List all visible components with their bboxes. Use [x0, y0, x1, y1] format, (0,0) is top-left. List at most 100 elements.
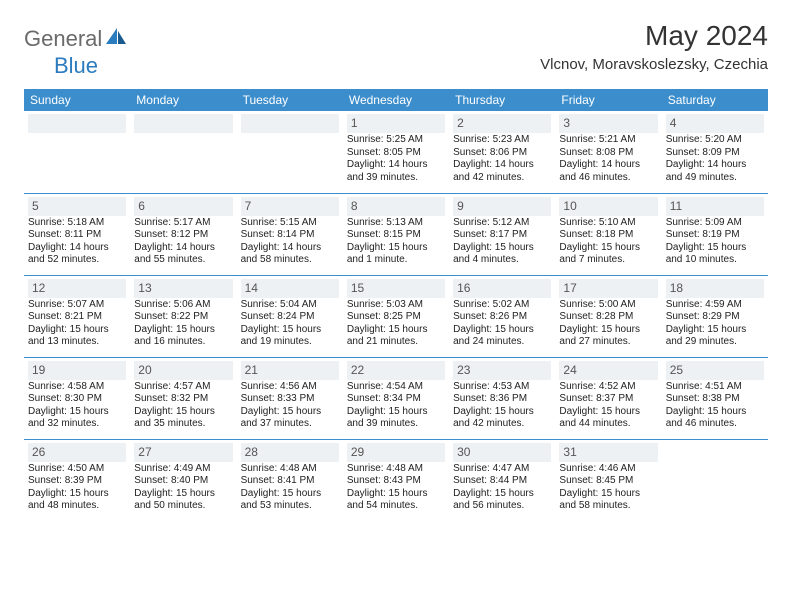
- calendar-cell: 28Sunrise: 4:48 AMSunset: 8:41 PMDayligh…: [237, 439, 343, 521]
- day-number: 11: [666, 197, 764, 216]
- calendar-cell: 24Sunrise: 4:52 AMSunset: 8:37 PMDayligh…: [555, 357, 661, 439]
- day-details: Sunrise: 4:50 AMSunset: 8:39 PMDaylight:…: [28, 462, 126, 513]
- calendar-cell: 19Sunrise: 4:58 AMSunset: 8:30 PMDayligh…: [24, 357, 130, 439]
- day-details: Sunrise: 5:13 AMSunset: 8:15 PMDaylight:…: [347, 216, 445, 267]
- day-header: Saturday: [662, 89, 768, 111]
- day-details: Sunrise: 5:18 AMSunset: 8:11 PMDaylight:…: [28, 216, 126, 267]
- day-details: Sunrise: 4:48 AMSunset: 8:43 PMDaylight:…: [347, 462, 445, 513]
- day-header: Friday: [555, 89, 661, 111]
- day-details: Sunrise: 5:03 AMSunset: 8:25 PMDaylight:…: [347, 298, 445, 349]
- calendar-cell: 20Sunrise: 4:57 AMSunset: 8:32 PMDayligh…: [130, 357, 236, 439]
- day-number: 18: [666, 279, 764, 298]
- logo-sail-icon: [106, 28, 128, 51]
- logo-text-general: General: [24, 26, 102, 52]
- calendar-week-row: 1Sunrise: 5:25 AMSunset: 8:05 PMDaylight…: [24, 111, 768, 193]
- day-number: 5: [28, 197, 126, 216]
- day-number: 13: [134, 279, 232, 298]
- calendar-week-row: 19Sunrise: 4:58 AMSunset: 8:30 PMDayligh…: [24, 357, 768, 439]
- day-details: Sunrise: 4:47 AMSunset: 8:44 PMDaylight:…: [453, 462, 551, 513]
- day-details: Sunrise: 4:51 AMSunset: 8:38 PMDaylight:…: [666, 380, 764, 431]
- day-details: Sunrise: 4:46 AMSunset: 8:45 PMDaylight:…: [559, 462, 657, 513]
- day-header: Tuesday: [237, 89, 343, 111]
- day-number: 15: [347, 279, 445, 298]
- day-number: 2: [453, 114, 551, 133]
- calendar-cell: 26Sunrise: 4:50 AMSunset: 8:39 PMDayligh…: [24, 439, 130, 521]
- day-details: Sunrise: 5:25 AMSunset: 8:05 PMDaylight:…: [347, 133, 445, 184]
- calendar-cell: 14Sunrise: 5:04 AMSunset: 8:24 PMDayligh…: [237, 275, 343, 357]
- day-details: Sunrise: 5:09 AMSunset: 8:19 PMDaylight:…: [666, 216, 764, 267]
- day-header-row: Sunday Monday Tuesday Wednesday Thursday…: [24, 89, 768, 111]
- day-number: 29: [347, 443, 445, 462]
- calendar-cell: 27Sunrise: 4:49 AMSunset: 8:40 PMDayligh…: [130, 439, 236, 521]
- calendar-week-row: 12Sunrise: 5:07 AMSunset: 8:21 PMDayligh…: [24, 275, 768, 357]
- day-number: 26: [28, 443, 126, 462]
- day-number: 3: [559, 114, 657, 133]
- day-number-empty: [134, 114, 232, 133]
- day-details: Sunrise: 4:58 AMSunset: 8:30 PMDaylight:…: [28, 380, 126, 431]
- day-number: 30: [453, 443, 551, 462]
- day-details: Sunrise: 5:15 AMSunset: 8:14 PMDaylight:…: [241, 216, 339, 267]
- day-header: Monday: [130, 89, 236, 111]
- day-details: Sunrise: 5:10 AMSunset: 8:18 PMDaylight:…: [559, 216, 657, 267]
- calendar-cell: 31Sunrise: 4:46 AMSunset: 8:45 PMDayligh…: [555, 439, 661, 521]
- day-number: 28: [241, 443, 339, 462]
- calendar-cell: 10Sunrise: 5:10 AMSunset: 8:18 PMDayligh…: [555, 193, 661, 275]
- calendar-cell: 8Sunrise: 5:13 AMSunset: 8:15 PMDaylight…: [343, 193, 449, 275]
- day-details: Sunrise: 5:06 AMSunset: 8:22 PMDaylight:…: [134, 298, 232, 349]
- calendar-cell: 9Sunrise: 5:12 AMSunset: 8:17 PMDaylight…: [449, 193, 555, 275]
- calendar-cell: 23Sunrise: 4:53 AMSunset: 8:36 PMDayligh…: [449, 357, 555, 439]
- day-header: Wednesday: [343, 89, 449, 111]
- calendar-cell: 15Sunrise: 5:03 AMSunset: 8:25 PMDayligh…: [343, 275, 449, 357]
- calendar-cell: 1Sunrise: 5:25 AMSunset: 8:05 PMDaylight…: [343, 111, 449, 193]
- day-details: Sunrise: 5:20 AMSunset: 8:09 PMDaylight:…: [666, 133, 764, 184]
- day-number: 12: [28, 279, 126, 298]
- month-title: May 2024: [540, 20, 768, 52]
- day-number: 16: [453, 279, 551, 298]
- day-details: Sunrise: 4:59 AMSunset: 8:29 PMDaylight:…: [666, 298, 764, 349]
- calendar-cell: [130, 111, 236, 193]
- calendar-cell: [662, 439, 768, 521]
- day-number: 21: [241, 361, 339, 380]
- calendar-cell: 12Sunrise: 5:07 AMSunset: 8:21 PMDayligh…: [24, 275, 130, 357]
- calendar-cell: 3Sunrise: 5:21 AMSunset: 8:08 PMDaylight…: [555, 111, 661, 193]
- day-number: 31: [559, 443, 657, 462]
- day-number: 19: [28, 361, 126, 380]
- day-details: Sunrise: 5:07 AMSunset: 8:21 PMDaylight:…: [28, 298, 126, 349]
- day-details: Sunrise: 5:02 AMSunset: 8:26 PMDaylight:…: [453, 298, 551, 349]
- day-number: 23: [453, 361, 551, 380]
- day-number-empty: [241, 114, 339, 133]
- calendar-cell: 29Sunrise: 4:48 AMSunset: 8:43 PMDayligh…: [343, 439, 449, 521]
- calendar-table: Sunday Monday Tuesday Wednesday Thursday…: [24, 89, 768, 521]
- day-details: Sunrise: 4:53 AMSunset: 8:36 PMDaylight:…: [453, 380, 551, 431]
- day-number: 20: [134, 361, 232, 380]
- calendar-cell: 21Sunrise: 4:56 AMSunset: 8:33 PMDayligh…: [237, 357, 343, 439]
- calendar-cell: 4Sunrise: 5:20 AMSunset: 8:09 PMDaylight…: [662, 111, 768, 193]
- day-number: 17: [559, 279, 657, 298]
- day-details: Sunrise: 4:52 AMSunset: 8:37 PMDaylight:…: [559, 380, 657, 431]
- day-number: 4: [666, 114, 764, 133]
- day-details: Sunrise: 4:54 AMSunset: 8:34 PMDaylight:…: [347, 380, 445, 431]
- day-number: 1: [347, 114, 445, 133]
- day-number: 7: [241, 197, 339, 216]
- day-number: 6: [134, 197, 232, 216]
- calendar-cell: 30Sunrise: 4:47 AMSunset: 8:44 PMDayligh…: [449, 439, 555, 521]
- calendar-week-row: 5Sunrise: 5:18 AMSunset: 8:11 PMDaylight…: [24, 193, 768, 275]
- day-number: 14: [241, 279, 339, 298]
- day-number: 8: [347, 197, 445, 216]
- logo-text-blue: Blue: [24, 53, 98, 78]
- day-number: 9: [453, 197, 551, 216]
- calendar-cell: 16Sunrise: 5:02 AMSunset: 8:26 PMDayligh…: [449, 275, 555, 357]
- day-details: Sunrise: 4:57 AMSunset: 8:32 PMDaylight:…: [134, 380, 232, 431]
- day-details: Sunrise: 5:12 AMSunset: 8:17 PMDaylight:…: [453, 216, 551, 267]
- calendar-cell: 2Sunrise: 5:23 AMSunset: 8:06 PMDaylight…: [449, 111, 555, 193]
- day-details: Sunrise: 5:23 AMSunset: 8:06 PMDaylight:…: [453, 133, 551, 184]
- calendar-cell: 5Sunrise: 5:18 AMSunset: 8:11 PMDaylight…: [24, 193, 130, 275]
- day-details: Sunrise: 5:21 AMSunset: 8:08 PMDaylight:…: [559, 133, 657, 184]
- day-number-empty: [28, 114, 126, 133]
- day-details: Sunrise: 4:48 AMSunset: 8:41 PMDaylight:…: [241, 462, 339, 513]
- day-number: 27: [134, 443, 232, 462]
- day-header: Sunday: [24, 89, 130, 111]
- day-header: Thursday: [449, 89, 555, 111]
- day-details: Sunrise: 4:49 AMSunset: 8:40 PMDaylight:…: [134, 462, 232, 513]
- day-number: 10: [559, 197, 657, 216]
